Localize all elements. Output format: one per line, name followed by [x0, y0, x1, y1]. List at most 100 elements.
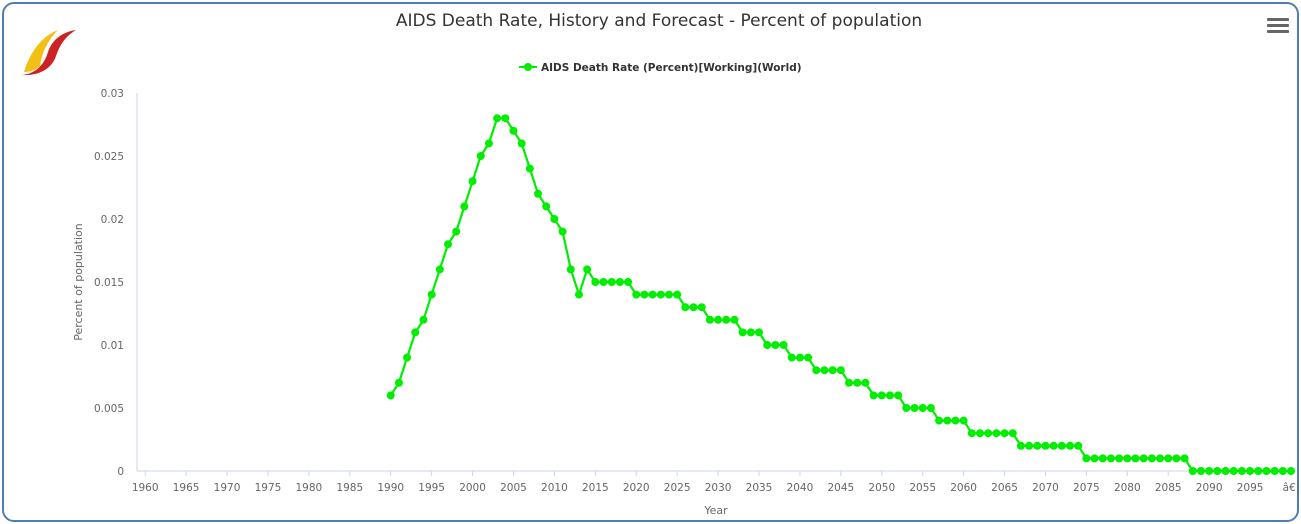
data-point[interactable]: [812, 366, 821, 375]
data-point[interactable]: [1205, 467, 1214, 475]
data-point[interactable]: [689, 303, 698, 312]
data-point[interactable]: [1057, 441, 1066, 450]
data-point[interactable]: [853, 378, 862, 387]
data-point[interactable]: [1287, 467, 1295, 475]
data-point[interactable]: [493, 114, 502, 123]
data-point[interactable]: [918, 404, 927, 412]
data-point[interactable]: [460, 202, 469, 211]
data-point[interactable]: [894, 391, 903, 400]
data-point[interactable]: [1139, 454, 1148, 463]
data-point[interactable]: [1188, 467, 1197, 475]
data-point[interactable]: [632, 290, 641, 299]
data-point[interactable]: [1147, 454, 1156, 463]
data-point[interactable]: [1254, 467, 1263, 475]
data-point[interactable]: [517, 139, 526, 148]
data-point[interactable]: [640, 290, 649, 299]
data-point[interactable]: [746, 328, 755, 337]
data-point[interactable]: [673, 290, 682, 299]
data-point[interactable]: [419, 315, 428, 324]
data-point[interactable]: [1131, 454, 1140, 463]
data-point[interactable]: [763, 341, 772, 349]
data-point[interactable]: [599, 278, 608, 286]
data-point[interactable]: [935, 416, 944, 425]
data-point[interactable]: [1025, 441, 1034, 450]
data-point[interactable]: [1278, 467, 1287, 475]
data-point[interactable]: [1000, 429, 1009, 438]
data-point[interactable]: [1098, 454, 1107, 463]
data-point[interactable]: [591, 278, 600, 286]
data-point[interactable]: [820, 366, 829, 375]
data-point[interactable]: [1262, 467, 1271, 475]
data-point[interactable]: [1115, 454, 1124, 463]
data-point[interactable]: [1066, 441, 1075, 450]
data-point[interactable]: [1041, 441, 1050, 450]
data-point[interactable]: [902, 404, 911, 412]
data-point[interactable]: [975, 429, 984, 438]
data-point[interactable]: [755, 328, 764, 337]
data-point[interactable]: [1156, 454, 1165, 463]
data-point[interactable]: [885, 391, 894, 400]
data-point[interactable]: [836, 366, 845, 375]
data-point[interactable]: [1246, 467, 1255, 475]
data-point[interactable]: [501, 114, 510, 123]
data-point[interactable]: [664, 290, 673, 299]
data-point[interactable]: [828, 366, 837, 375]
data-point[interactable]: [583, 265, 592, 274]
data-point[interactable]: [1164, 454, 1173, 463]
data-point[interactable]: [558, 227, 567, 236]
data-point[interactable]: [771, 341, 780, 349]
data-point[interactable]: [607, 278, 616, 286]
data-point[interactable]: [1172, 454, 1181, 463]
data-point[interactable]: [992, 429, 1001, 438]
data-point[interactable]: [1016, 441, 1025, 450]
data-point[interactable]: [648, 290, 657, 299]
data-point[interactable]: [1270, 467, 1279, 475]
data-point[interactable]: [525, 164, 534, 173]
data-point[interactable]: [681, 303, 690, 312]
data-point[interactable]: [452, 227, 461, 236]
data-point[interactable]: [697, 303, 706, 312]
data-point[interactable]: [1090, 454, 1099, 463]
data-point[interactable]: [1106, 454, 1115, 463]
data-point[interactable]: [1229, 467, 1238, 475]
data-point[interactable]: [624, 278, 633, 286]
hamburger-menu-icon[interactable]: [1267, 18, 1289, 36]
legend-item-label[interactable]: AIDS Death Rate (Percent)[Working](World…: [541, 62, 802, 74]
data-point[interactable]: [877, 391, 886, 400]
data-point[interactable]: [1033, 441, 1042, 450]
data-point[interactable]: [484, 139, 493, 148]
data-point[interactable]: [386, 391, 395, 400]
data-point[interactable]: [574, 290, 583, 299]
data-point[interactable]: [951, 416, 960, 425]
data-point[interactable]: [542, 202, 551, 211]
data-point[interactable]: [738, 328, 747, 337]
data-point[interactable]: [959, 416, 968, 425]
data-point[interactable]: [427, 290, 436, 299]
data-point[interactable]: [722, 315, 731, 324]
data-point[interactable]: [730, 315, 739, 324]
data-point[interactable]: [534, 189, 543, 198]
data-point[interactable]: [1008, 429, 1017, 438]
data-point[interactable]: [615, 278, 624, 286]
data-point[interactable]: [714, 315, 723, 324]
data-point[interactable]: [411, 328, 420, 337]
data-point[interactable]: [910, 404, 919, 412]
data-point[interactable]: [1082, 454, 1091, 463]
data-point[interactable]: [656, 290, 665, 299]
data-point[interactable]: [787, 353, 796, 362]
data-point[interactable]: [394, 378, 403, 387]
data-point[interactable]: [804, 353, 813, 362]
data-point[interactable]: [403, 353, 412, 362]
data-point[interactable]: [509, 126, 518, 135]
legend-symbol-marker[interactable]: [524, 63, 532, 71]
data-point[interactable]: [1237, 467, 1246, 475]
data-point[interactable]: [967, 429, 976, 438]
data-point[interactable]: [1196, 467, 1205, 475]
data-point[interactable]: [550, 215, 559, 223]
data-point[interactable]: [926, 404, 935, 412]
data-point[interactable]: [869, 391, 878, 400]
data-point[interactable]: [943, 416, 952, 425]
data-point[interactable]: [845, 378, 854, 387]
data-point[interactable]: [861, 378, 870, 387]
data-point[interactable]: [1123, 454, 1132, 463]
